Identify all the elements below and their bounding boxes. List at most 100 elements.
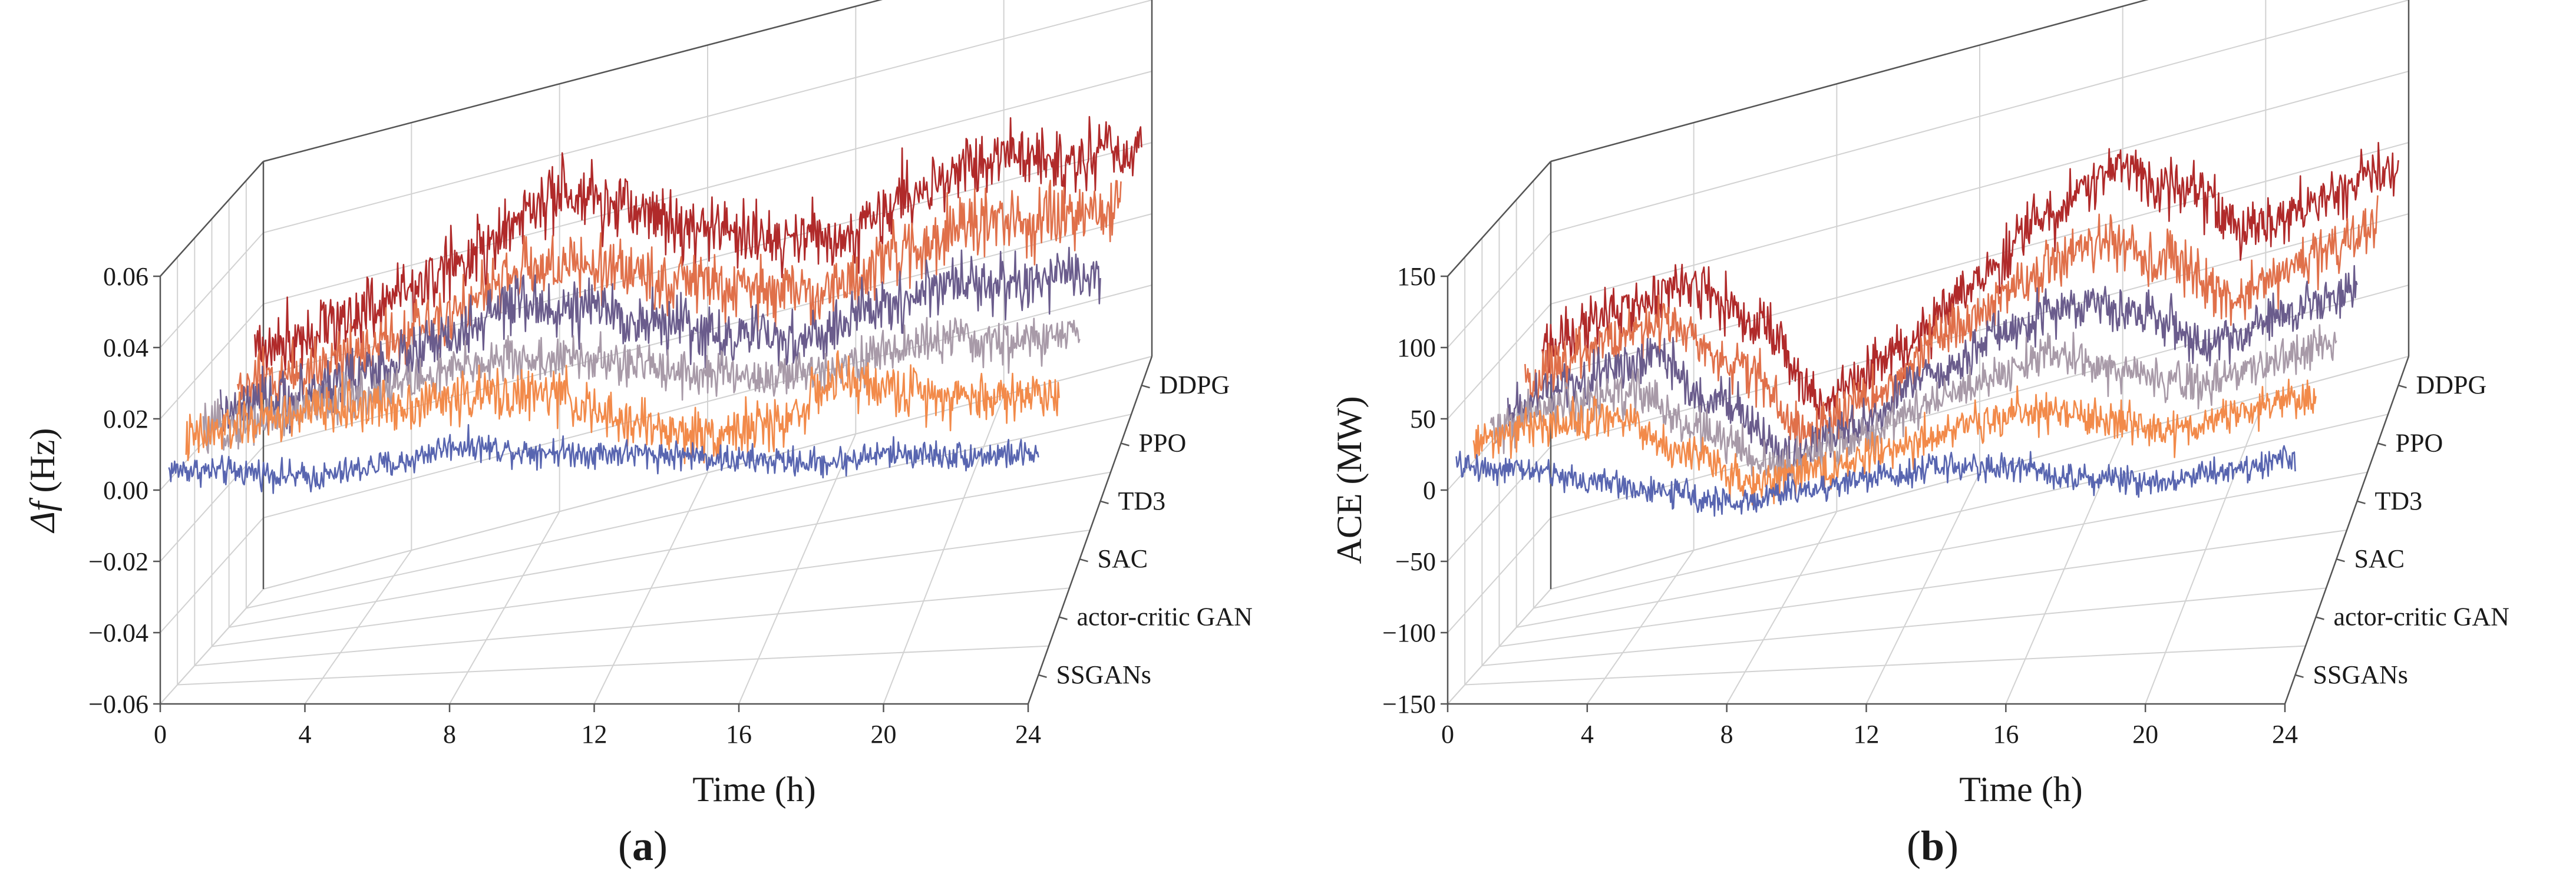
panel-label-open: (: [618, 822, 632, 869]
series-tick-mark: [1100, 500, 1109, 505]
series-axis-label: PPO: [1139, 429, 1187, 458]
x-tick-label: 8: [1720, 720, 1733, 749]
panel-label: (b): [1907, 822, 1959, 869]
series-axis-label: DDPG: [1160, 371, 1230, 399]
y-tick-label: −0.06: [88, 690, 148, 719]
floor-gridline: [1482, 587, 2327, 666]
y-tick-label: −150: [1382, 690, 1436, 719]
axis-edge: [1027, 356, 1153, 705]
series-tick-mark: [2295, 674, 2304, 679]
series-axis-label: SSGANs: [1056, 660, 1151, 689]
y-axis-label-text: (Hz): [23, 428, 62, 502]
floor-gridline: [212, 530, 1091, 647]
series-tick-mark: [2398, 384, 2407, 389]
y-axis-label: Δf (Hz): [23, 428, 62, 534]
series-line-ssgans: [1455, 445, 2296, 517]
x-tick-label: 0: [1441, 720, 1454, 749]
y-tick-label: 100: [1397, 333, 1436, 362]
y-tick-label: 0.02: [103, 405, 148, 434]
y-tick-label: −100: [1382, 619, 1436, 647]
series-line-actor-critic-gan: [185, 350, 1060, 465]
panel-label-letter: a: [632, 822, 653, 869]
series-group: [168, 115, 1142, 494]
series-line-ddpg: [254, 115, 1142, 376]
panel-label-close: ): [653, 822, 668, 869]
y-axis-label-symbol: Δf: [23, 497, 62, 533]
x-axis-label: Time (h): [692, 770, 815, 809]
series-line-sac: [202, 316, 1081, 454]
series-group: [1455, 141, 2399, 517]
y-tick-label: −50: [1395, 547, 1436, 576]
x-tick-label: 16: [1993, 720, 2019, 749]
series-axis-label: TD3: [1118, 487, 1166, 515]
series-axis-label: SSGANs: [2313, 660, 2408, 689]
floor-gridline: [1533, 414, 2389, 609]
series-line-actor-critic-gan: [1472, 378, 2317, 506]
panel-b-chart: −150 −100 −50 0 50 100 150 0 4 8 12 16 20 24 SSGANs act…: [1330, 0, 2509, 869]
series-line-ddpg: [1541, 141, 2399, 432]
floor-gridline: [1465, 645, 2306, 686]
series-axis-label: DDPG: [2416, 371, 2487, 399]
floor-gridline: [194, 587, 1070, 666]
series-line-td3: [1507, 264, 2358, 481]
panel-label-open: (: [1907, 822, 1921, 869]
y-tick-labels: −0.06 −0.04 −0.02 0.00 0.02 0.04 0.06: [88, 262, 160, 719]
x-tick-label: 12: [582, 720, 607, 749]
y-axis-label-text: ACE (MW): [1330, 396, 1369, 564]
x-tick-label: 16: [726, 720, 752, 749]
panel-label: (a): [618, 822, 668, 869]
series-line-sac: [1490, 324, 2337, 487]
x-tick-label: 4: [299, 720, 312, 749]
x-tick-label: 4: [1581, 720, 1594, 749]
floor-gridline: [177, 645, 1049, 686]
series-tick-mark: [2357, 500, 2366, 505]
series-line-ppo: [1524, 195, 2379, 458]
axis-edge: [2284, 356, 2410, 705]
x-tick-labels: 0 4 8 12 16 20 24: [154, 704, 1041, 749]
x-tick-label: 24: [1015, 720, 1041, 749]
series-tick-mark: [2377, 442, 2386, 446]
series-axis-label: actor-critic GAN: [1077, 603, 1253, 631]
panel-a-chart: −0.06 −0.04 −0.02 0.00 0.02 0.04 0.06 0 4 8 12 16 20…: [23, 0, 1253, 869]
axis-edge: [1550, 0, 2149, 163]
y-tick-label: 0: [1423, 476, 1436, 505]
x-axis-label: Time (h): [1959, 770, 2082, 809]
y-tick-label: −0.04: [88, 619, 148, 647]
y-axis-label: ACE (MW): [1330, 396, 1369, 564]
series-tick-mark: [2316, 616, 2324, 620]
series-axis-label: PPO: [2396, 429, 2443, 458]
series-line-td3: [219, 246, 1101, 436]
x-tick-labels: 0 4 8 12 16 20 24: [1441, 704, 2298, 749]
axis-edge: [263, 0, 883, 163]
series-tick-mark: [1059, 616, 1068, 620]
x-tick-label: 0: [154, 720, 167, 749]
y-tick-label: 0.04: [103, 333, 148, 362]
axis-edge: [160, 161, 264, 277]
floor-gridline: [1516, 471, 2368, 628]
floor-gridline: [229, 471, 1111, 628]
series-line-ppo: [237, 179, 1122, 415]
series-tick-mark: [1141, 384, 1150, 389]
panel-label-close: ): [1944, 822, 1959, 869]
x-tick-label: 20: [871, 720, 897, 749]
y-tick-label: 0.06: [103, 262, 148, 291]
x-tick-label: 12: [1854, 720, 1880, 749]
floor-gridline: [246, 414, 1132, 609]
y-tick-labels: −150 −100 −50 0 50 100 150: [1382, 262, 1448, 719]
y-tick-label: 50: [1410, 405, 1436, 434]
panel-label-letter: b: [1921, 822, 1944, 869]
series-tick-mark: [1121, 442, 1130, 446]
x-tick-label: 20: [2132, 720, 2158, 749]
series-axis-label: SAC: [1098, 544, 1148, 573]
series-tick-mark: [1079, 558, 1088, 563]
x-tick-label: 8: [443, 720, 456, 749]
series-axis-label: TD3: [2375, 487, 2423, 515]
series-axis-label: actor-critic GAN: [2334, 603, 2509, 631]
series-axis-labels: SSGANs actor-critic GAN SAC TD3 PPO DDPG: [1038, 371, 1253, 689]
y-tick-label: −0.02: [88, 547, 148, 576]
series-axis-labels: SSGANs actor-critic GAN SAC TD3 PPO DDPG: [2295, 371, 2509, 689]
series-tick-mark: [1038, 674, 1047, 679]
axis-edge: [1447, 161, 1551, 277]
y-tick-label: 150: [1397, 262, 1436, 291]
